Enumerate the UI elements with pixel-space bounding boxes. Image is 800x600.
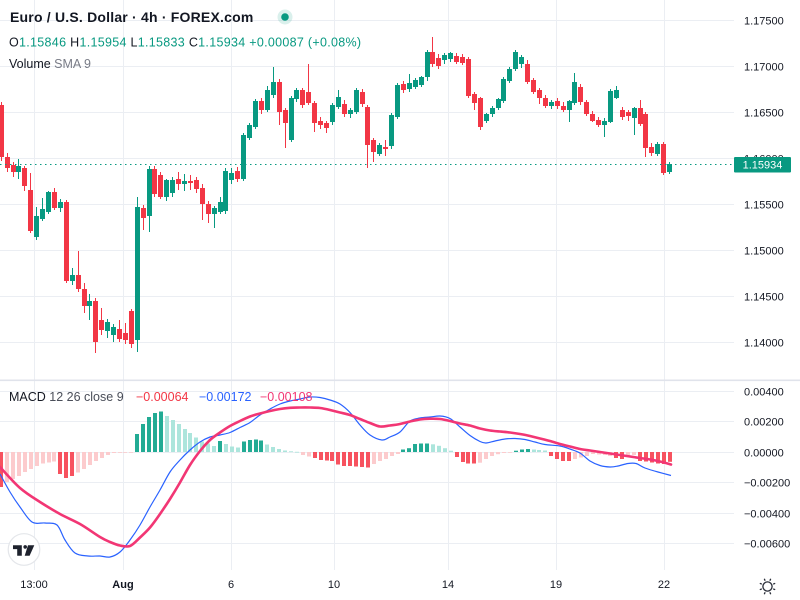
- svg-text:1.17000: 1.17000: [744, 62, 784, 74]
- svg-text:−0.00200: −0.00200: [744, 478, 790, 490]
- svg-text:1.17500: 1.17500: [744, 16, 784, 28]
- svg-text:Aug: Aug: [112, 579, 133, 591]
- svg-text:1.16500: 1.16500: [744, 108, 784, 120]
- svg-text:10: 10: [328, 579, 340, 591]
- svg-text:19: 19: [550, 579, 562, 591]
- svg-text:−0.00400: −0.00400: [744, 509, 790, 521]
- svg-text:1.14500: 1.14500: [744, 292, 784, 304]
- svg-text:6: 6: [228, 579, 234, 591]
- svg-text:1.14000: 1.14000: [744, 338, 784, 350]
- svg-text:−0.00600: −0.00600: [744, 539, 790, 551]
- svg-text:1.15934: 1.15934: [743, 160, 783, 172]
- svg-text:1.15500: 1.15500: [744, 200, 784, 212]
- svg-text:22: 22: [658, 579, 670, 591]
- svg-text:0.00000: 0.00000: [744, 448, 784, 460]
- svg-text:O1.15846 H1.15954 L1.15833 C1.: O1.15846 H1.15954 L1.15833 C1.15934 +0.0…: [9, 36, 361, 50]
- svg-text:0.00400: 0.00400: [744, 387, 784, 399]
- svg-text:MACD 12 26 close 9−0.00064−0.0: MACD 12 26 close 9 −0.00064 −0.00172 −0.001…: [9, 390, 313, 404]
- svg-text:13:00: 13:00: [20, 579, 48, 591]
- svg-text:0.00200: 0.00200: [744, 417, 784, 429]
- svg-text:Euro / U.S. Dollar · 4h · FORE: Euro / U.S. Dollar · 4h · FOREX.com: [10, 9, 253, 25]
- svg-text:14: 14: [442, 579, 454, 591]
- svg-text:1.15000: 1.15000: [744, 246, 784, 258]
- svg-text:Volume SMA 9: Volume SMA 9: [9, 57, 91, 71]
